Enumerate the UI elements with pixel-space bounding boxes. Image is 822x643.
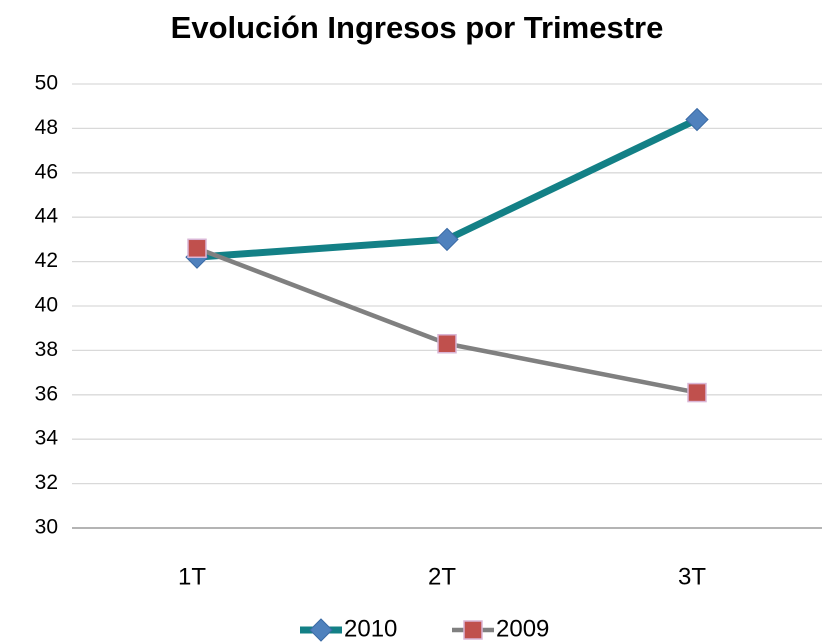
y-tick-label: 50 bbox=[35, 72, 58, 95]
x-tick-label: 1T bbox=[178, 563, 206, 590]
y-tick-label: 44 bbox=[35, 205, 59, 228]
y-tick-label: 36 bbox=[35, 382, 58, 405]
marker bbox=[437, 333, 457, 354]
marker bbox=[685, 107, 709, 132]
marker bbox=[309, 618, 333, 642]
chart-title: Evolución Ingresos por Trimestre bbox=[171, 10, 664, 45]
x-tick-label: 2T bbox=[428, 563, 456, 590]
y-tick-label: 42 bbox=[35, 249, 58, 272]
marker bbox=[435, 227, 459, 252]
legend-label: 2010 bbox=[344, 615, 397, 642]
y-tick-label: 46 bbox=[35, 160, 58, 183]
y-tick-label: 30 bbox=[35, 516, 58, 539]
marker bbox=[463, 620, 483, 640]
series-line bbox=[196, 246, 698, 395]
y-tick-label: 32 bbox=[35, 471, 58, 494]
y-tick-label: 48 bbox=[35, 116, 58, 139]
marker bbox=[687, 382, 707, 403]
y-tick-label: 34 bbox=[35, 427, 59, 450]
marker bbox=[187, 238, 207, 259]
y-tick-label: 40 bbox=[35, 294, 58, 317]
x-tick-label: 3T bbox=[678, 563, 706, 590]
legend-label: 2009 bbox=[496, 615, 549, 642]
y-tick-label: 38 bbox=[35, 338, 58, 361]
